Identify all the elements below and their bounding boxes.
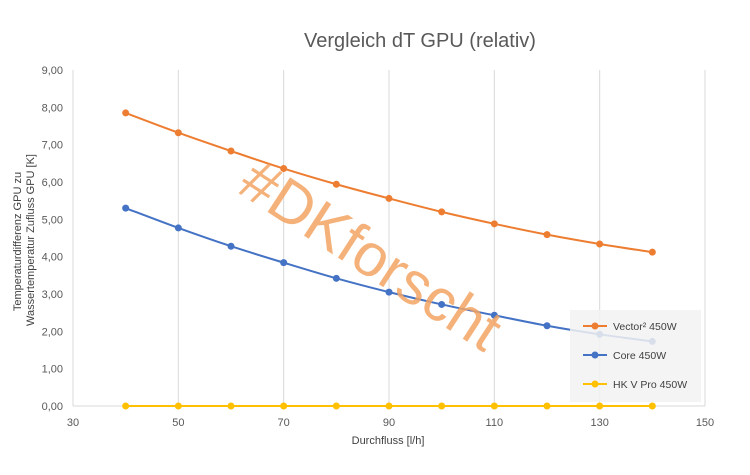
y-axis-ticks: 0,00 1,00 2,00 3,00 4,00 5,00 6,00 7,00 8,00 9,00 [42, 65, 63, 413]
data-point [543, 322, 551, 330]
data-point [385, 288, 393, 296]
y-axis-title-line-2: Wassertemperatur Zufluss GPU [K] [25, 154, 37, 326]
data-point [332, 274, 340, 282]
series-2 [122, 402, 656, 410]
x-axis-ticks: 30 50 70 90 110 130 150 [67, 417, 714, 429]
data-point [438, 208, 446, 216]
x-axis-title: Durchfluss [l/h] [352, 435, 425, 447]
data-point [174, 129, 182, 137]
x-tick-label: 150 [696, 417, 714, 429]
legend-label: HK V Pro 450W [613, 379, 687, 391]
grid-lines [72, 70, 706, 406]
data-point [332, 402, 340, 410]
data-point [280, 402, 288, 410]
y-tick-label: 0,00 [42, 401, 63, 413]
data-point [332, 180, 340, 188]
watermark-text: #DKforscht [228, 146, 514, 364]
y-axis-title-line-1: Temperaturdifferenz GPU zu [12, 172, 24, 311]
data-point [438, 402, 446, 410]
series-0 [122, 109, 656, 256]
y-tick-label: 5,00 [42, 214, 63, 226]
series-layer [122, 109, 656, 410]
x-tick-label: 90 [383, 417, 395, 429]
data-point [174, 224, 182, 232]
x-tick-label: 130 [590, 417, 608, 429]
data-point [648, 402, 656, 410]
data-point [174, 402, 182, 410]
x-tick-label: 30 [67, 417, 79, 429]
data-point [596, 402, 604, 410]
chart-title: Vergleich dT GPU (relativ) [304, 30, 536, 52]
y-tick-label: 6,00 [42, 177, 63, 189]
legend-label: Vector² 450W [613, 321, 677, 333]
y-tick-label: 7,00 [42, 140, 63, 152]
data-point [490, 311, 498, 319]
x-tick-label: 110 [486, 417, 504, 429]
legend-swatch-marker [591, 380, 599, 388]
legend-swatch-marker [591, 351, 599, 359]
data-point [280, 259, 288, 267]
data-point [227, 147, 235, 155]
y-tick-label: 2,00 [42, 326, 63, 338]
data-point [227, 402, 235, 410]
data-point [280, 165, 288, 173]
legend-label: Core 450W [613, 350, 666, 362]
y-tick-label: 1,00 [42, 364, 63, 376]
legend: Vector² 450W Core 450W HK V Pro 450W [570, 310, 701, 402]
y-axis-title: Temperaturdifferenz GPU zu Wassertempera… [12, 154, 37, 326]
data-point [490, 220, 498, 228]
data-point [490, 402, 498, 410]
data-point [122, 109, 130, 117]
data-point [385, 194, 393, 202]
y-tick-label: 4,00 [42, 252, 63, 264]
data-point [543, 402, 551, 410]
data-point [122, 204, 130, 212]
data-point [648, 248, 656, 256]
y-tick-label: 9,00 [42, 65, 63, 77]
x-tick-label: 50 [172, 417, 184, 429]
y-tick-label: 8,00 [42, 102, 63, 114]
data-point [543, 231, 551, 239]
data-point [438, 300, 446, 308]
legend-swatch-marker [591, 322, 599, 330]
data-point [227, 242, 235, 250]
data-point [122, 402, 130, 410]
x-tick-label: 70 [278, 417, 290, 429]
data-point [385, 402, 393, 410]
data-point [596, 240, 604, 248]
y-tick-label: 3,00 [42, 289, 63, 301]
